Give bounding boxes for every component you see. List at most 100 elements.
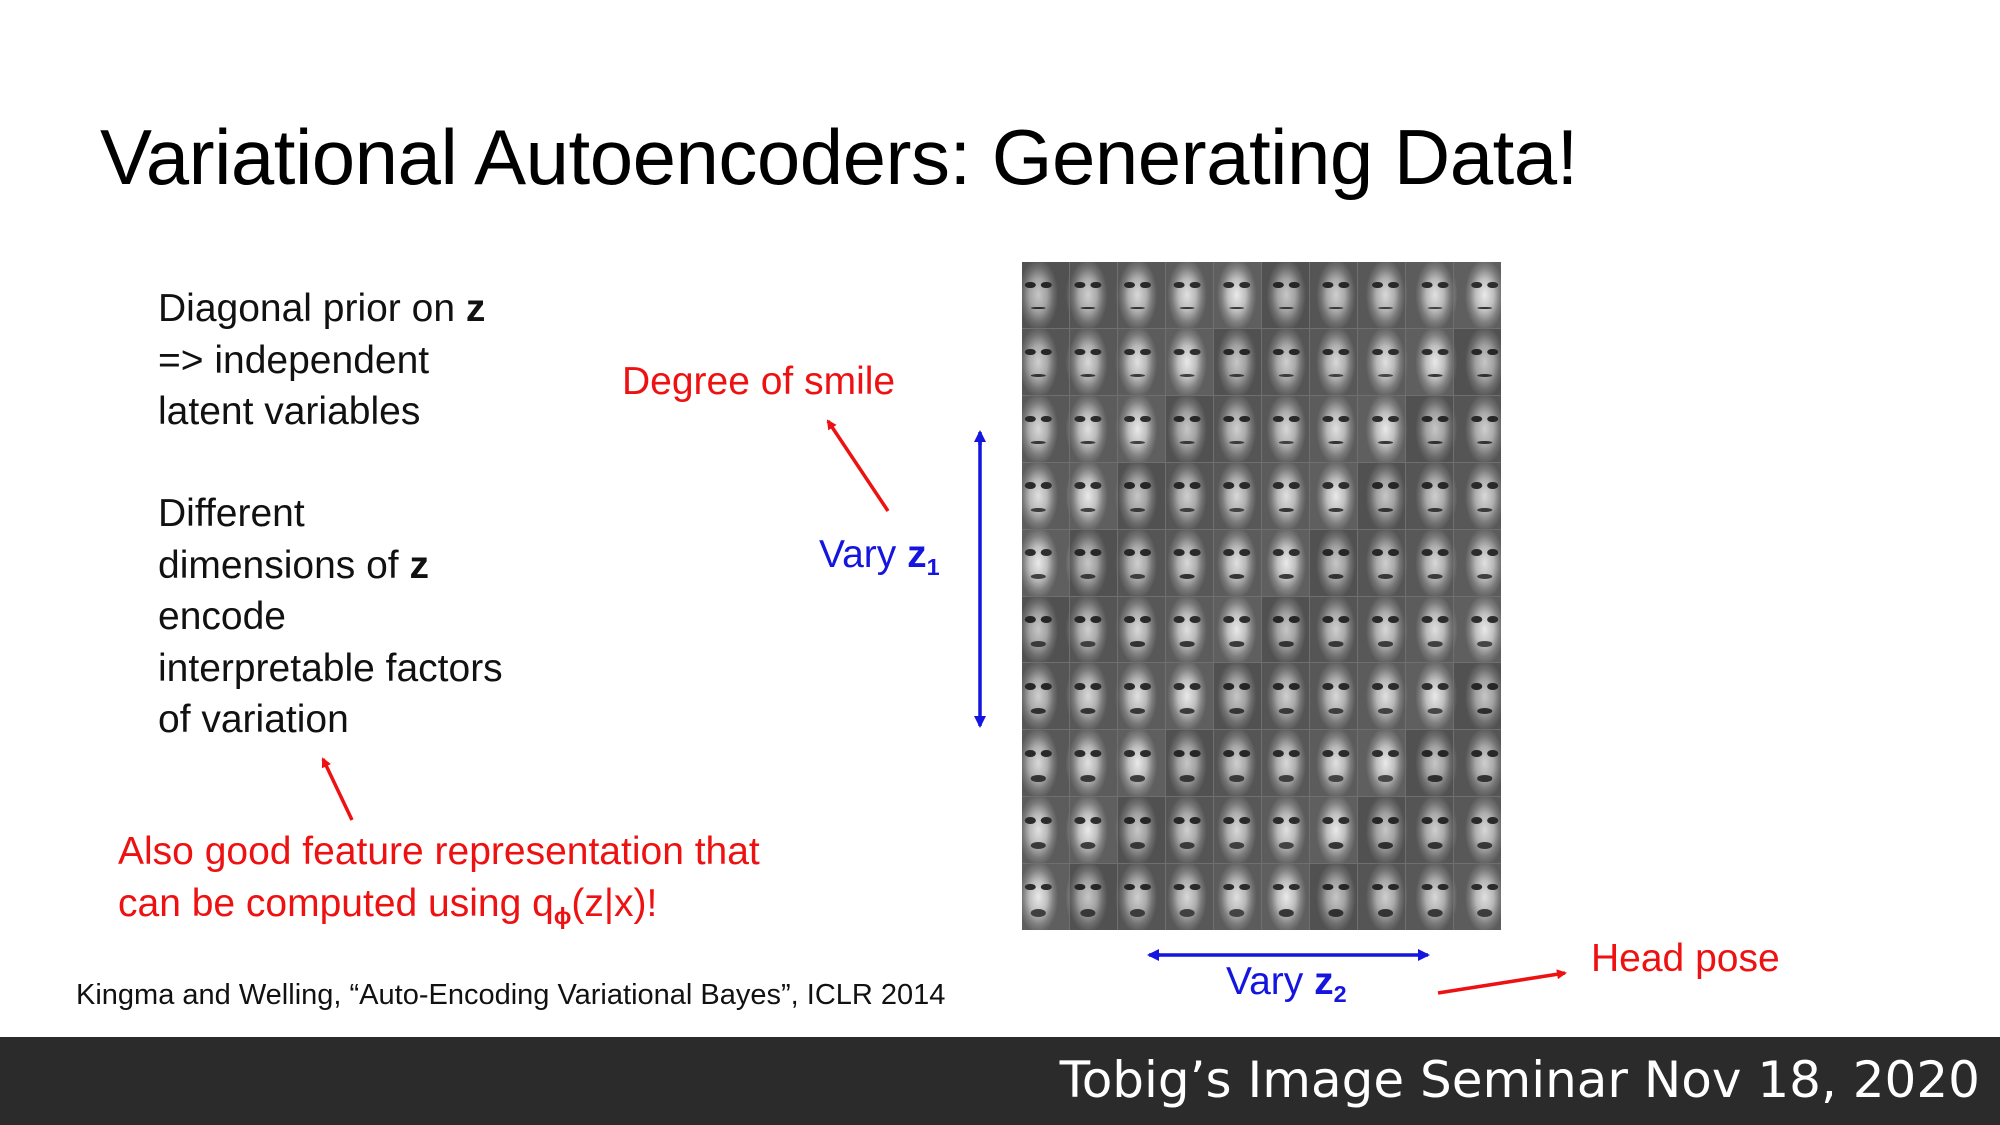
- paragraph-diagonal-prior: Diagonal prior on z => independent laten…: [158, 283, 485, 438]
- face-thumbnail: [1454, 529, 1501, 596]
- face-mouth: [1377, 440, 1394, 445]
- face-eye: [1273, 816, 1284, 824]
- face-eye: [1173, 683, 1185, 690]
- face-eye: [1239, 616, 1250, 623]
- face-thumbnail: [1358, 529, 1405, 596]
- face-thumbnail: [1406, 864, 1453, 930]
- face-thumbnail: [1214, 328, 1261, 395]
- text-span: can be computed using q: [118, 882, 554, 925]
- face-eye: [1372, 281, 1383, 289]
- face-eye: [1322, 348, 1334, 356]
- face-mouth: [1129, 507, 1146, 512]
- face-mouth: [1179, 440, 1196, 445]
- face-eye: [1322, 616, 1334, 623]
- face-thumbnail: [1166, 864, 1213, 930]
- face-mouth: [1179, 507, 1196, 512]
- face-eye: [1289, 883, 1300, 891]
- face-eye: [1388, 348, 1399, 356]
- face-eye: [1372, 683, 1383, 690]
- face-eye: [1239, 683, 1250, 690]
- face-mouth: [1079, 440, 1096, 445]
- face-mouth: [1377, 373, 1394, 377]
- face-eye: [1041, 348, 1052, 356]
- face-eye: [1090, 482, 1102, 490]
- face-mouth: [1030, 842, 1047, 850]
- face-mouth: [1377, 842, 1394, 850]
- paragraph-line: => independent: [158, 338, 430, 382]
- face-mouth: [1427, 574, 1444, 580]
- phi-subscript: ϕ: [553, 903, 572, 930]
- face-mouth: [1030, 908, 1047, 917]
- z-bold: z: [465, 287, 486, 330]
- face-eye: [1437, 616, 1449, 623]
- face-eye: [1074, 549, 1086, 556]
- face-thumbnail: [1118, 596, 1165, 663]
- face-eye: [1025, 281, 1036, 289]
- face-eye: [1074, 348, 1086, 356]
- face-eye: [1471, 683, 1482, 690]
- face-mouth: [1427, 708, 1444, 715]
- face-mouth: [1079, 641, 1096, 647]
- smile-pointer-arrow: [826, 419, 890, 512]
- face-thumbnail: [1022, 864, 1069, 930]
- z-bold: z: [409, 543, 429, 587]
- face-thumbnail: [1214, 262, 1261, 328]
- face-mouth: [1476, 373, 1493, 377]
- face-mouth: [1179, 842, 1196, 850]
- face-thumbnail: [1454, 395, 1501, 462]
- degree-of-smile-label: Degree of smile: [622, 360, 896, 403]
- face-thumbnail: [1262, 328, 1309, 395]
- face-mouth: [1377, 641, 1394, 647]
- face-mouth: [1030, 775, 1047, 782]
- face-eye: [1372, 348, 1383, 356]
- face-mouth: [1377, 775, 1394, 782]
- face-eye: [1074, 616, 1086, 623]
- face-thumbnail: [1214, 864, 1261, 930]
- face-eye: [1437, 348, 1449, 356]
- face-mouth: [1327, 440, 1344, 445]
- face-eye: [1041, 816, 1052, 824]
- face-thumbnail: [1022, 730, 1069, 797]
- face-eye: [1074, 415, 1086, 423]
- face-thumbnail: [1070, 262, 1117, 328]
- face-eye: [1041, 281, 1052, 289]
- face-mouth: [1079, 507, 1096, 512]
- z1-subscript: 1: [926, 554, 940, 581]
- face-mouth: [1079, 306, 1096, 310]
- face-eye: [1124, 816, 1135, 824]
- note-line: Also good feature representation that: [118, 830, 760, 873]
- face-mouth: [1377, 306, 1394, 310]
- face-eye: [1090, 348, 1102, 356]
- face-eye: [1421, 683, 1433, 690]
- face-thumbnail: [1262, 462, 1309, 529]
- face-eye: [1487, 281, 1498, 289]
- face-thumbnail: [1118, 797, 1165, 864]
- face-mouth: [1327, 507, 1344, 512]
- face-eye: [1090, 415, 1102, 423]
- slide-title: Variational Autoencoders: Generating Dat…: [100, 113, 1578, 201]
- face-eye: [1388, 549, 1399, 556]
- face-mouth: [1079, 908, 1096, 917]
- face-mouth: [1179, 574, 1196, 580]
- face-eye: [1273, 616, 1284, 623]
- face-mouth: [1030, 306, 1047, 310]
- face-mouth: [1129, 306, 1146, 310]
- face-mouth: [1228, 908, 1245, 917]
- face-eye: [1189, 348, 1201, 356]
- face-mouth: [1179, 908, 1196, 917]
- face-eye: [1372, 415, 1383, 423]
- face-eye: [1223, 415, 1234, 423]
- face-eye: [1273, 549, 1284, 556]
- face-thumbnail: [1070, 663, 1117, 730]
- face-eye: [1273, 683, 1284, 690]
- face-eye: [1189, 750, 1201, 757]
- face-eye: [1223, 549, 1234, 556]
- face-mouth: [1476, 842, 1493, 850]
- face-mouth: [1327, 908, 1344, 917]
- face-thumbnail: [1310, 529, 1357, 596]
- face-thumbnail: [1454, 262, 1501, 328]
- face-eye: [1388, 281, 1399, 289]
- face-eye: [1090, 616, 1102, 623]
- face-eye: [1372, 616, 1383, 623]
- face-eye: [1074, 482, 1086, 490]
